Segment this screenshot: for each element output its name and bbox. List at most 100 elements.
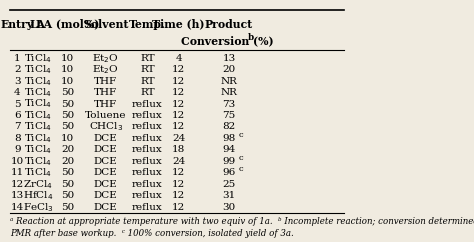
Text: 20: 20 — [61, 157, 74, 166]
Text: TiCl$_4$: TiCl$_4$ — [24, 98, 52, 110]
Text: reflux: reflux — [132, 180, 163, 189]
Text: 50: 50 — [61, 203, 74, 212]
Text: TiCl$_4$: TiCl$_4$ — [24, 75, 52, 88]
Text: reflux: reflux — [132, 122, 163, 131]
Text: TiCl$_4$: TiCl$_4$ — [24, 166, 52, 179]
Text: LA: LA — [30, 19, 46, 30]
Text: 75: 75 — [222, 111, 236, 120]
Text: 12: 12 — [172, 191, 185, 200]
Text: 25: 25 — [222, 180, 236, 189]
Text: RT: RT — [140, 65, 155, 74]
Text: reflux: reflux — [132, 191, 163, 200]
Text: 12: 12 — [172, 88, 185, 97]
Text: NR: NR — [220, 88, 237, 97]
Text: THF: THF — [94, 88, 118, 97]
Text: 12: 12 — [172, 180, 185, 189]
Text: 50: 50 — [61, 122, 74, 131]
Text: FeCl$_3$: FeCl$_3$ — [23, 201, 54, 214]
Text: 13: 13 — [10, 191, 24, 200]
Text: RT: RT — [140, 54, 155, 63]
Text: DCE: DCE — [94, 203, 118, 212]
Text: 10: 10 — [61, 65, 74, 74]
Text: HfCl$_4$: HfCl$_4$ — [23, 189, 53, 202]
Text: 50: 50 — [61, 191, 74, 200]
Text: Et$_2$O: Et$_2$O — [92, 52, 119, 65]
Text: 7: 7 — [14, 122, 20, 131]
Text: 12: 12 — [172, 122, 185, 131]
Text: reflux: reflux — [132, 168, 163, 177]
Text: 6: 6 — [14, 111, 20, 120]
Text: CHCl$_3$: CHCl$_3$ — [89, 121, 123, 133]
Text: PMR after base workup.  ᶜ 100% conversion, isolated yield of 3a.: PMR after base workup. ᶜ 100% conversion… — [10, 229, 294, 238]
Text: 24: 24 — [172, 134, 185, 143]
Text: reflux: reflux — [132, 99, 163, 109]
Text: 10: 10 — [61, 134, 74, 143]
Text: 20: 20 — [222, 65, 236, 74]
Text: TiCl$_4$: TiCl$_4$ — [24, 86, 52, 99]
Text: THF: THF — [94, 77, 118, 86]
Text: THF: THF — [94, 99, 118, 109]
Text: Product: Product — [205, 19, 253, 30]
Text: DCE: DCE — [94, 157, 118, 166]
Text: 12: 12 — [172, 65, 185, 74]
Text: RT: RT — [140, 88, 155, 97]
Text: reflux: reflux — [132, 203, 163, 212]
Text: reflux: reflux — [132, 111, 163, 120]
Text: 50: 50 — [61, 99, 74, 109]
Text: 2: 2 — [14, 65, 20, 74]
Text: 20: 20 — [61, 145, 74, 154]
Text: Conversion (%): Conversion (%) — [181, 35, 277, 46]
Text: TiCl$_4$: TiCl$_4$ — [24, 121, 52, 133]
Text: c: c — [239, 166, 244, 174]
Text: 50: 50 — [61, 180, 74, 189]
Text: 9: 9 — [14, 145, 20, 154]
Text: 99: 99 — [222, 157, 236, 166]
Text: DCE: DCE — [94, 145, 118, 154]
Text: 11: 11 — [10, 168, 24, 177]
Text: 96: 96 — [222, 168, 236, 177]
Text: DCE: DCE — [94, 168, 118, 177]
Text: LA (mol%): LA (mol%) — [36, 19, 99, 30]
Text: TiCl$_4$: TiCl$_4$ — [24, 52, 52, 65]
Text: TiCl$_4$: TiCl$_4$ — [24, 132, 52, 145]
Text: 5: 5 — [14, 99, 20, 109]
Text: DCE: DCE — [94, 180, 118, 189]
Text: 3: 3 — [14, 77, 20, 86]
Text: 8: 8 — [14, 134, 20, 143]
Text: ᵃ Reaction at appropriate temperature with two equiv of 1a.  ᵇ Incomplete reacti: ᵃ Reaction at appropriate temperature wi… — [10, 217, 474, 226]
Text: 94: 94 — [222, 145, 236, 154]
Text: 82: 82 — [222, 122, 236, 131]
Text: 24: 24 — [172, 157, 185, 166]
Text: 50: 50 — [61, 168, 74, 177]
Text: 12: 12 — [172, 203, 185, 212]
Text: TiCl$_4$: TiCl$_4$ — [24, 155, 52, 168]
Text: 50: 50 — [61, 88, 74, 97]
Text: 13: 13 — [222, 54, 236, 63]
Text: Entry: Entry — [0, 19, 34, 30]
Text: 1: 1 — [14, 54, 20, 63]
Text: 10: 10 — [10, 157, 24, 166]
Text: Toluene: Toluene — [85, 111, 127, 120]
Text: 73: 73 — [222, 99, 236, 109]
Text: Temp.: Temp. — [129, 19, 166, 30]
Text: 14: 14 — [10, 203, 24, 212]
Text: reflux: reflux — [132, 134, 163, 143]
Text: 12: 12 — [172, 77, 185, 86]
Text: 10: 10 — [61, 54, 74, 63]
Text: b: b — [248, 33, 254, 42]
Text: TiCl$_4$: TiCl$_4$ — [24, 144, 52, 156]
Text: 18: 18 — [172, 145, 185, 154]
Text: reflux: reflux — [132, 157, 163, 166]
Text: RT: RT — [140, 77, 155, 86]
Text: TiCl$_4$: TiCl$_4$ — [24, 63, 52, 76]
Text: reflux: reflux — [132, 145, 163, 154]
Text: c: c — [239, 131, 244, 139]
Text: 30: 30 — [222, 203, 236, 212]
Text: 12: 12 — [172, 111, 185, 120]
Text: 31: 31 — [222, 191, 236, 200]
Text: TiCl$_4$: TiCl$_4$ — [24, 109, 52, 122]
Text: 12: 12 — [172, 168, 185, 177]
Text: 50: 50 — [61, 111, 74, 120]
Text: Solvent: Solvent — [83, 19, 128, 30]
Text: Time (h): Time (h) — [153, 19, 205, 30]
